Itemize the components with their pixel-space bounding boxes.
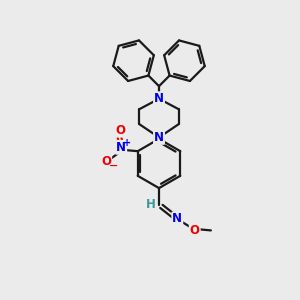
Text: N: N	[172, 212, 182, 226]
Text: N: N	[154, 131, 164, 144]
Text: H: H	[146, 198, 155, 211]
Text: O: O	[101, 155, 111, 168]
Text: −: −	[109, 161, 118, 171]
Text: N: N	[116, 141, 126, 154]
Text: N: N	[154, 92, 164, 105]
Text: O: O	[190, 224, 200, 238]
Text: +: +	[122, 138, 131, 148]
Text: O: O	[115, 124, 125, 137]
